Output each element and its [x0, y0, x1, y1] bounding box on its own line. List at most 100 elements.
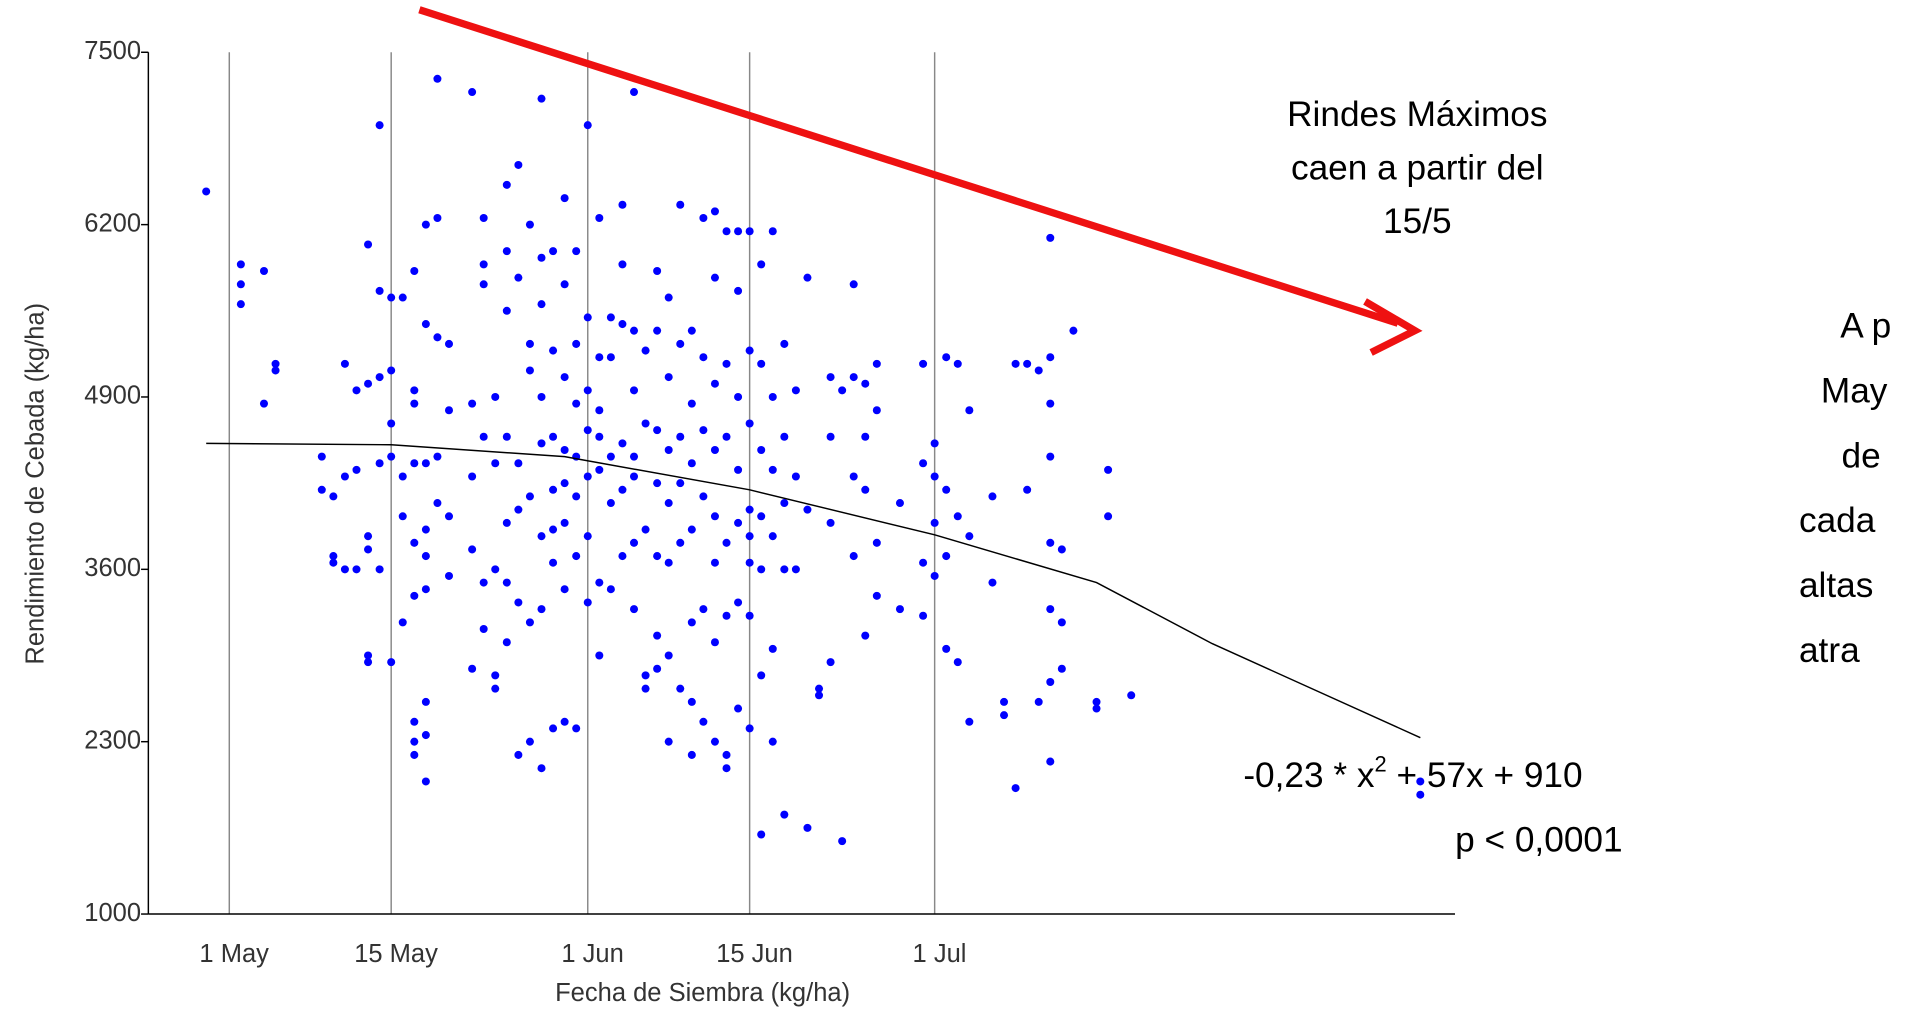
point — [757, 830, 766, 839]
point — [572, 552, 581, 561]
point — [849, 472, 858, 481]
point — [722, 432, 731, 441]
x-tick-label: 15 Jun — [716, 940, 793, 968]
point — [433, 499, 442, 508]
point — [410, 538, 419, 547]
point — [572, 247, 581, 256]
point — [1046, 452, 1055, 461]
point — [664, 373, 673, 382]
x-tick-label: 1 Jun — [561, 940, 623, 968]
point — [375, 121, 384, 130]
point — [618, 439, 627, 448]
point — [895, 499, 904, 508]
x-tick-label: 1 Jul — [913, 940, 967, 968]
point — [757, 359, 766, 368]
point — [710, 379, 719, 388]
point — [768, 644, 777, 653]
point — [699, 717, 708, 726]
point — [930, 439, 939, 448]
point — [780, 499, 789, 508]
point — [826, 373, 835, 382]
point — [699, 353, 708, 362]
point — [595, 651, 604, 660]
point — [514, 750, 523, 759]
point — [595, 353, 604, 362]
point — [745, 346, 754, 355]
point — [572, 724, 581, 733]
y-tick-label: 6200 — [84, 209, 141, 237]
point — [757, 512, 766, 521]
point — [491, 565, 500, 574]
point — [421, 731, 430, 740]
point — [653, 479, 662, 488]
point — [421, 320, 430, 329]
point — [364, 532, 373, 541]
point — [317, 452, 326, 461]
point — [202, 187, 211, 196]
point — [1069, 326, 1078, 335]
point — [537, 94, 546, 103]
point — [676, 684, 685, 693]
point — [629, 452, 639, 461]
point — [1034, 697, 1043, 706]
point — [618, 260, 627, 269]
point — [583, 313, 592, 322]
point — [815, 684, 824, 693]
point — [410, 399, 419, 408]
point — [791, 386, 800, 395]
point — [410, 717, 419, 726]
point — [1416, 777, 1425, 786]
point — [491, 684, 500, 693]
point — [537, 764, 546, 773]
point — [387, 293, 396, 302]
point — [595, 465, 604, 474]
point — [606, 353, 615, 362]
points — [202, 74, 1425, 846]
point — [560, 445, 569, 455]
point — [803, 505, 812, 514]
point — [525, 737, 534, 746]
point — [502, 306, 511, 315]
point — [664, 737, 673, 746]
point — [259, 399, 268, 408]
point — [641, 684, 650, 693]
point — [919, 359, 928, 368]
point — [421, 552, 430, 561]
point — [364, 240, 373, 249]
point — [618, 485, 627, 494]
point — [745, 227, 754, 236]
point — [1046, 353, 1055, 362]
p-value: p < 0,0001 — [1455, 821, 1623, 860]
point — [687, 750, 696, 759]
y-tick-label: 1000 — [84, 899, 141, 927]
point — [433, 213, 442, 223]
point — [468, 545, 477, 554]
point — [988, 578, 997, 587]
y-tick-label: 4900 — [84, 382, 141, 410]
fit-line — [206, 442, 1421, 739]
point — [525, 339, 534, 348]
point — [768, 532, 777, 541]
point — [329, 492, 338, 501]
point — [1092, 704, 1101, 713]
point — [791, 565, 800, 574]
point — [1057, 664, 1066, 673]
point — [629, 326, 639, 335]
point — [595, 213, 604, 223]
point — [710, 207, 719, 216]
point — [549, 247, 558, 256]
point — [421, 525, 430, 534]
point — [375, 565, 384, 574]
point — [1034, 366, 1043, 375]
point — [433, 74, 442, 83]
side-text-line: May — [1821, 371, 1888, 410]
point — [317, 485, 326, 494]
point — [664, 558, 673, 567]
point — [699, 492, 708, 501]
point — [953, 658, 962, 667]
point — [549, 558, 558, 567]
point — [387, 658, 396, 667]
point — [398, 618, 407, 627]
point — [687, 326, 696, 335]
point — [1092, 697, 1101, 706]
